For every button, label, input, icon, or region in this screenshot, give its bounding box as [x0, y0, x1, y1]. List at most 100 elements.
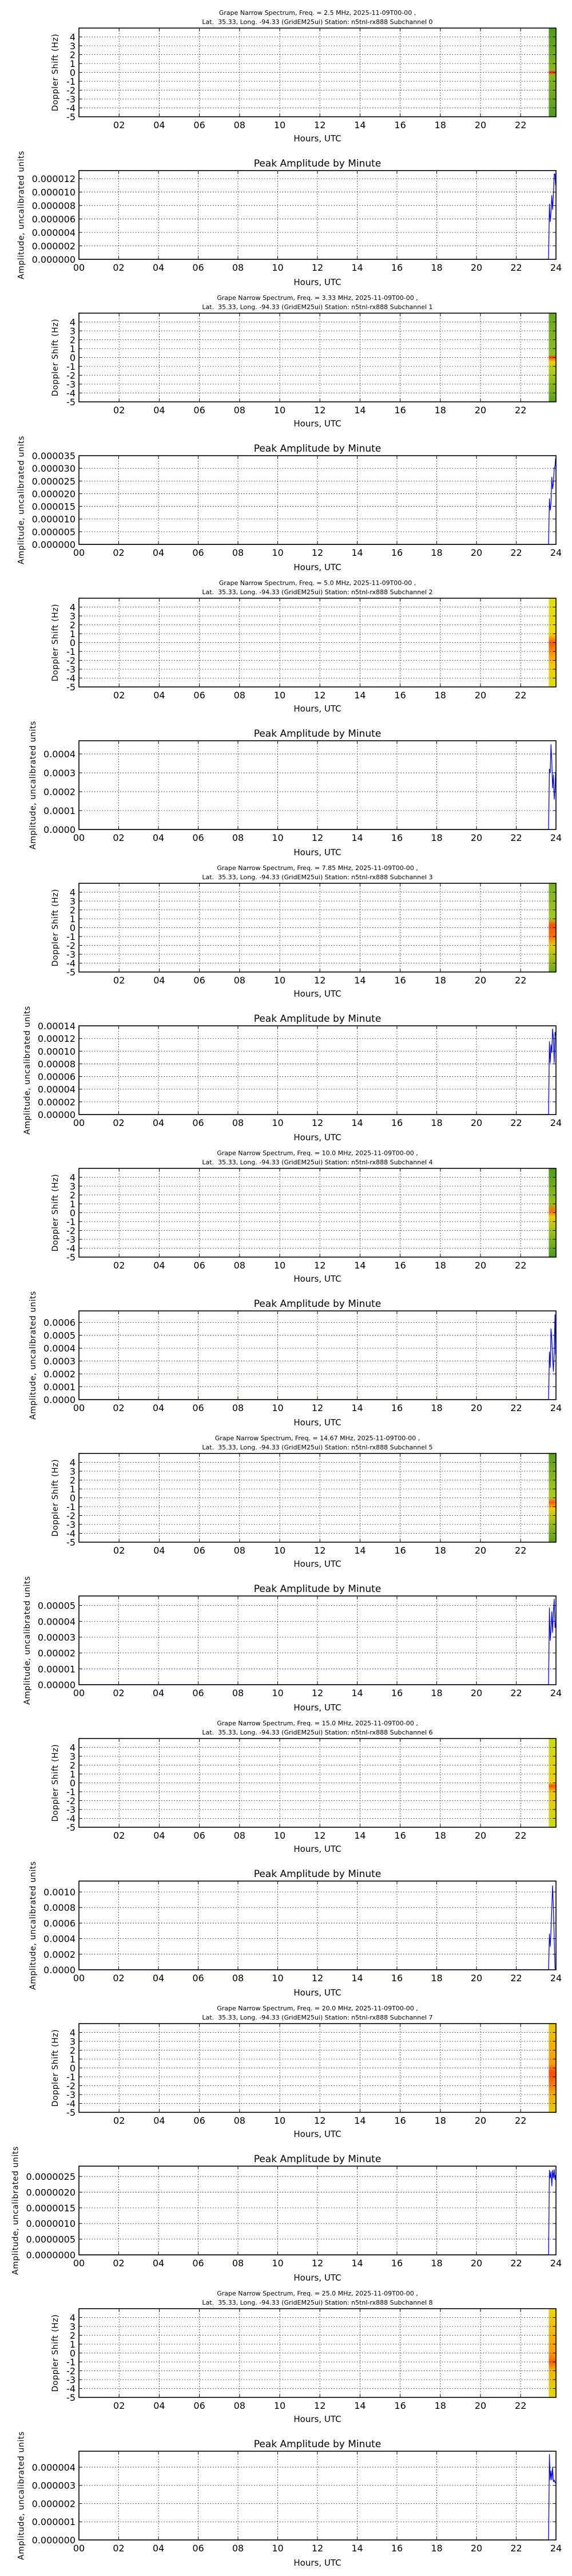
y-tick-label: 1 — [70, 1484, 76, 1495]
amplitude-title: Peak Amplitude by Minute — [254, 1868, 382, 1880]
y-axis-label: Doppler Shift (Hz) — [51, 2314, 60, 2392]
x-tick-label: 10 — [274, 1830, 285, 1841]
y-tick-label: 0.000002 — [32, 2498, 76, 2509]
y-tick-label: 0.0000010 — [26, 2218, 76, 2229]
y-tick-label: 0.000004 — [32, 227, 76, 238]
y-tick-label: 0.000010 — [32, 187, 76, 198]
y-tick-label: 0.00004 — [38, 1084, 76, 1095]
plot-frame — [78, 27, 557, 117]
y-tick-label: -1 — [66, 1216, 76, 1227]
x-tick-label: 12 — [312, 2258, 323, 2269]
amplitude-panel: Peak Amplitude by Minute 00 02 04 06 08 10 12 14… — [29, 1291, 562, 1428]
x-tick-label: 18 — [435, 1545, 446, 1556]
spectrogram-title-line1: Grape Narrow Spectrum, Freq. = 5.0 MHz, … — [219, 579, 416, 587]
x-tick-label: 22 — [510, 832, 522, 843]
y-tick-label: 0.000015 — [32, 501, 76, 512]
x-tick-label: 02 — [113, 1830, 125, 1841]
x-tick-label: 22 — [515, 2115, 526, 2126]
y-tick-label: -4 — [66, 1243, 76, 1254]
x-tick-label: 02 — [113, 1688, 124, 1698]
x-tick-label: 10 — [272, 1973, 283, 1984]
amplitude-title: Peak Amplitude by Minute — [254, 728, 382, 740]
y-tick-label: 1 — [70, 343, 76, 354]
y-tick-label: 0.000001 — [32, 2516, 76, 2527]
y-tick-label: 0.0010 — [43, 1887, 76, 1898]
x-tick-label: 14 — [354, 975, 366, 986]
x-tick-label: 08 — [232, 2543, 244, 2554]
y-tick-label: 0.0000 — [43, 1394, 76, 1405]
y-tick-label: 0 — [70, 638, 76, 649]
x-tick-label: 10 — [272, 2543, 283, 2554]
spectrogram-panel: Grape Narrow Spectrum, Freq. = 3.33 MHz,… — [51, 294, 557, 429]
x-tick-label: 20 — [475, 975, 486, 986]
y-tick-label: -3 — [66, 2089, 76, 2100]
spectrogram-panel: Grape Narrow Spectrum, Freq. = 14.67 MHz… — [51, 1435, 557, 1569]
y-tick-label: -4 — [66, 2384, 76, 2395]
x-axis-label: Hours, UTC — [293, 2414, 341, 2424]
x-tick-label: 00 — [73, 1973, 85, 1984]
x-tick-label: 20 — [475, 405, 486, 416]
y-tick-label: -3 — [66, 664, 76, 675]
amplitude-panel: Peak Amplitude by Minute 00 02 04 06 08 10 12 14… — [23, 1576, 562, 1713]
x-tick-label: 02 — [113, 975, 125, 986]
x-tick-label: 04 — [153, 120, 165, 131]
x-tick-label: 10 — [274, 405, 285, 416]
y-tick-label: 0.0000 — [43, 824, 76, 835]
y-tick-label: -5 — [66, 967, 76, 978]
y-tick-label: -2 — [66, 941, 76, 951]
x-axis-label: Hours, UTC — [293, 1274, 341, 1284]
x-axis-label: Hours, UTC — [293, 1988, 341, 1998]
plot-frame — [78, 1025, 557, 1115]
spectrogram-panel: Grape Narrow Spectrum, Freq. = 15.0 MHz,… — [51, 1720, 557, 1854]
x-tick-label: 16 — [394, 405, 406, 416]
plot-frame — [78, 455, 557, 545]
x-tick-label: 08 — [232, 2258, 244, 2269]
y-tick-label: 1 — [70, 629, 76, 639]
x-tick-label: 20 — [475, 1830, 486, 1841]
x-tick-label: 18 — [435, 975, 446, 986]
y-tick-label: 2 — [70, 620, 76, 631]
x-tick-label: 18 — [431, 1117, 442, 1128]
x-tick-label: 20 — [471, 547, 482, 558]
x-tick-label: 04 — [153, 2258, 164, 2269]
y-tick-label: 2 — [70, 335, 76, 346]
plot-area — [79, 883, 556, 972]
x-tick-label: 08 — [234, 120, 245, 131]
x-tick-label: 06 — [192, 262, 204, 273]
plot-area — [79, 1739, 556, 1827]
x-tick-label: 04 — [153, 2543, 164, 2554]
x-tick-label: 24 — [550, 832, 562, 843]
x-tick-label: 04 — [153, 2115, 165, 2126]
y-tick-label: 0.000003 — [32, 2480, 76, 2491]
x-tick-label: 22 — [515, 690, 526, 701]
x-tick-label: 12 — [312, 2543, 323, 2554]
x-tick-label: 14 — [351, 1973, 363, 1984]
spectrogram-title-line1: Grape Narrow Spectrum, Freq. = 10.0 MHz,… — [217, 1149, 418, 1157]
y-tick-label: -4 — [66, 958, 76, 969]
y-tick-label: 0 — [70, 353, 76, 364]
x-tick-label: 22 — [515, 405, 526, 416]
y-tick-label: 0.000020 — [32, 488, 76, 499]
plot-area — [79, 2024, 556, 2112]
x-tick-label: 12 — [314, 405, 325, 416]
x-tick-label: 12 — [314, 2400, 325, 2411]
x-tick-label: 04 — [153, 832, 164, 843]
x-tick-label: 24 — [550, 547, 562, 558]
x-tick-label: 18 — [435, 120, 446, 131]
x-tick-label: 12 — [314, 975, 325, 986]
y-axis-label: Doppler Shift (Hz) — [51, 1459, 60, 1537]
x-tick-label: 02 — [113, 1545, 125, 1556]
x-tick-label: 08 — [234, 975, 245, 986]
y-tick-label: -4 — [66, 1814, 76, 1824]
x-tick-label: 12 — [314, 2115, 325, 2126]
y-tick-label: 4 — [70, 602, 76, 613]
x-tick-label: 08 — [232, 262, 244, 273]
y-tick-label: 0.000002 — [32, 241, 76, 252]
x-tick-label: 22 — [515, 2400, 526, 2411]
x-tick-label: 10 — [274, 1545, 285, 1556]
x-tick-label: 06 — [193, 975, 205, 986]
x-tick-label: 18 — [431, 262, 442, 273]
y-tick-label: -1 — [66, 1787, 76, 1797]
x-tick-label: 08 — [232, 1117, 244, 1128]
x-tick-label: 08 — [234, 1830, 245, 1841]
